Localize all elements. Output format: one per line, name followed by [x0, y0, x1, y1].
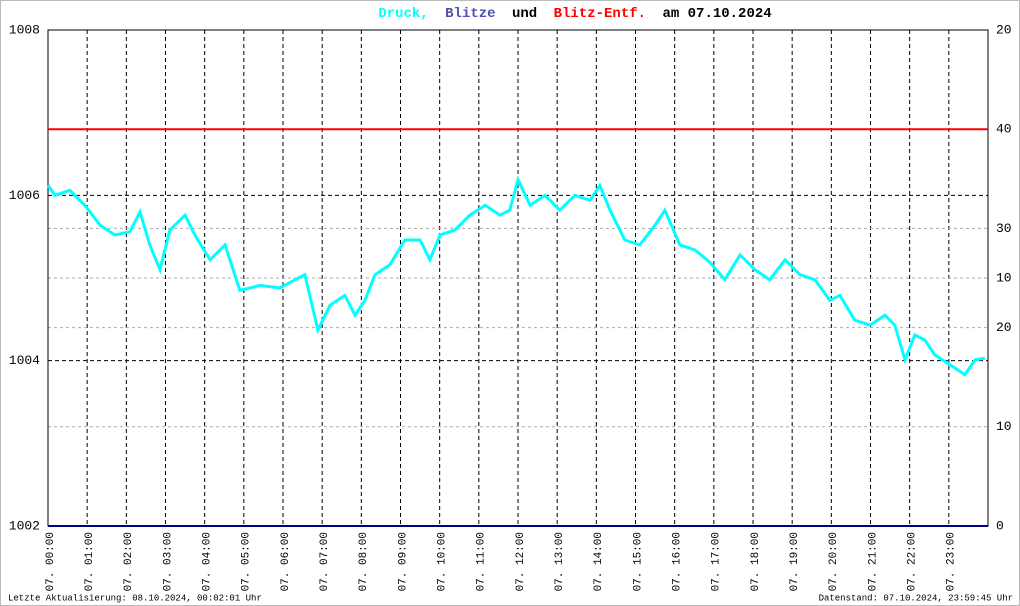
x-tick-label: 07. 22:00 [907, 532, 919, 591]
y2-tick-label: 20 [996, 320, 1012, 335]
x-tick-label: 07. 03:00 [162, 532, 174, 591]
x-tick-label: 07. 17:00 [711, 532, 723, 591]
y-tick-label: 1008 [9, 22, 40, 37]
x-tick-label: 07. 05:00 [241, 532, 253, 591]
x-tick-label: 07. 09:00 [397, 532, 409, 591]
x-tick-label: 07. 20:00 [828, 532, 840, 591]
x-tick-label: 07. 00:00 [45, 532, 57, 591]
x-tick-label: 07. 14:00 [593, 532, 605, 591]
legend-entry: Blitze [445, 6, 495, 22]
x-tick-label: 07. 02:00 [123, 532, 135, 591]
y-tick-label: 1004 [9, 353, 40, 368]
x-tick-label: 07. 19:00 [789, 532, 801, 591]
x-tick-label: 07. 23:00 [946, 532, 958, 591]
legend-entry: Blitz-Entf. [554, 6, 646, 22]
x-tick-label: 07. 07:00 [319, 532, 331, 591]
title-word: am 07.10.2024 [662, 6, 771, 22]
y-tick-label: 1002 [9, 518, 40, 533]
y2-tick-label: 20 [996, 22, 1012, 37]
x-tick-label: 07. 13:00 [554, 532, 566, 591]
x-tick-label: 07. 06:00 [280, 532, 292, 591]
y2-tick-label: 30 [996, 221, 1012, 236]
x-tick-label: 07. 04:00 [202, 532, 214, 591]
x-tick-label: 07. 08:00 [358, 532, 370, 591]
footer-right: Datenstand: 07.10.2024, 23:59:45 Uhr [819, 593, 1013, 603]
y2-tick-label: 0 [996, 518, 1004, 533]
y2-tick-label: 40 [996, 122, 1012, 137]
x-tick-label: 07. 15:00 [632, 532, 644, 591]
x-tick-label: 07. 12:00 [515, 532, 527, 591]
x-tick-label: 07. 11:00 [476, 532, 488, 591]
x-tick-label: 07. 16:00 [672, 532, 684, 591]
x-tick-label: 07. 21:00 [867, 532, 879, 591]
title-word: und [512, 6, 537, 22]
x-tick-label: 07. 10:00 [437, 532, 449, 591]
y2-tick-label: 10 [996, 419, 1012, 434]
y-tick-label: 1006 [9, 188, 40, 203]
series-line [46, 175, 986, 377]
x-tick-label: 07. 18:00 [750, 532, 762, 591]
footer-left: Letzte Aktualisierung: 08.10.2024, 00:02… [8, 593, 262, 603]
legend-entry: Druck, [378, 6, 428, 22]
y2-tick-label: 10 [996, 270, 1012, 285]
x-tick-label: 07. 01:00 [84, 532, 96, 591]
chart-title: Druck, Blitze und Blitz-Entf. am 07.10.2… [378, 6, 771, 22]
